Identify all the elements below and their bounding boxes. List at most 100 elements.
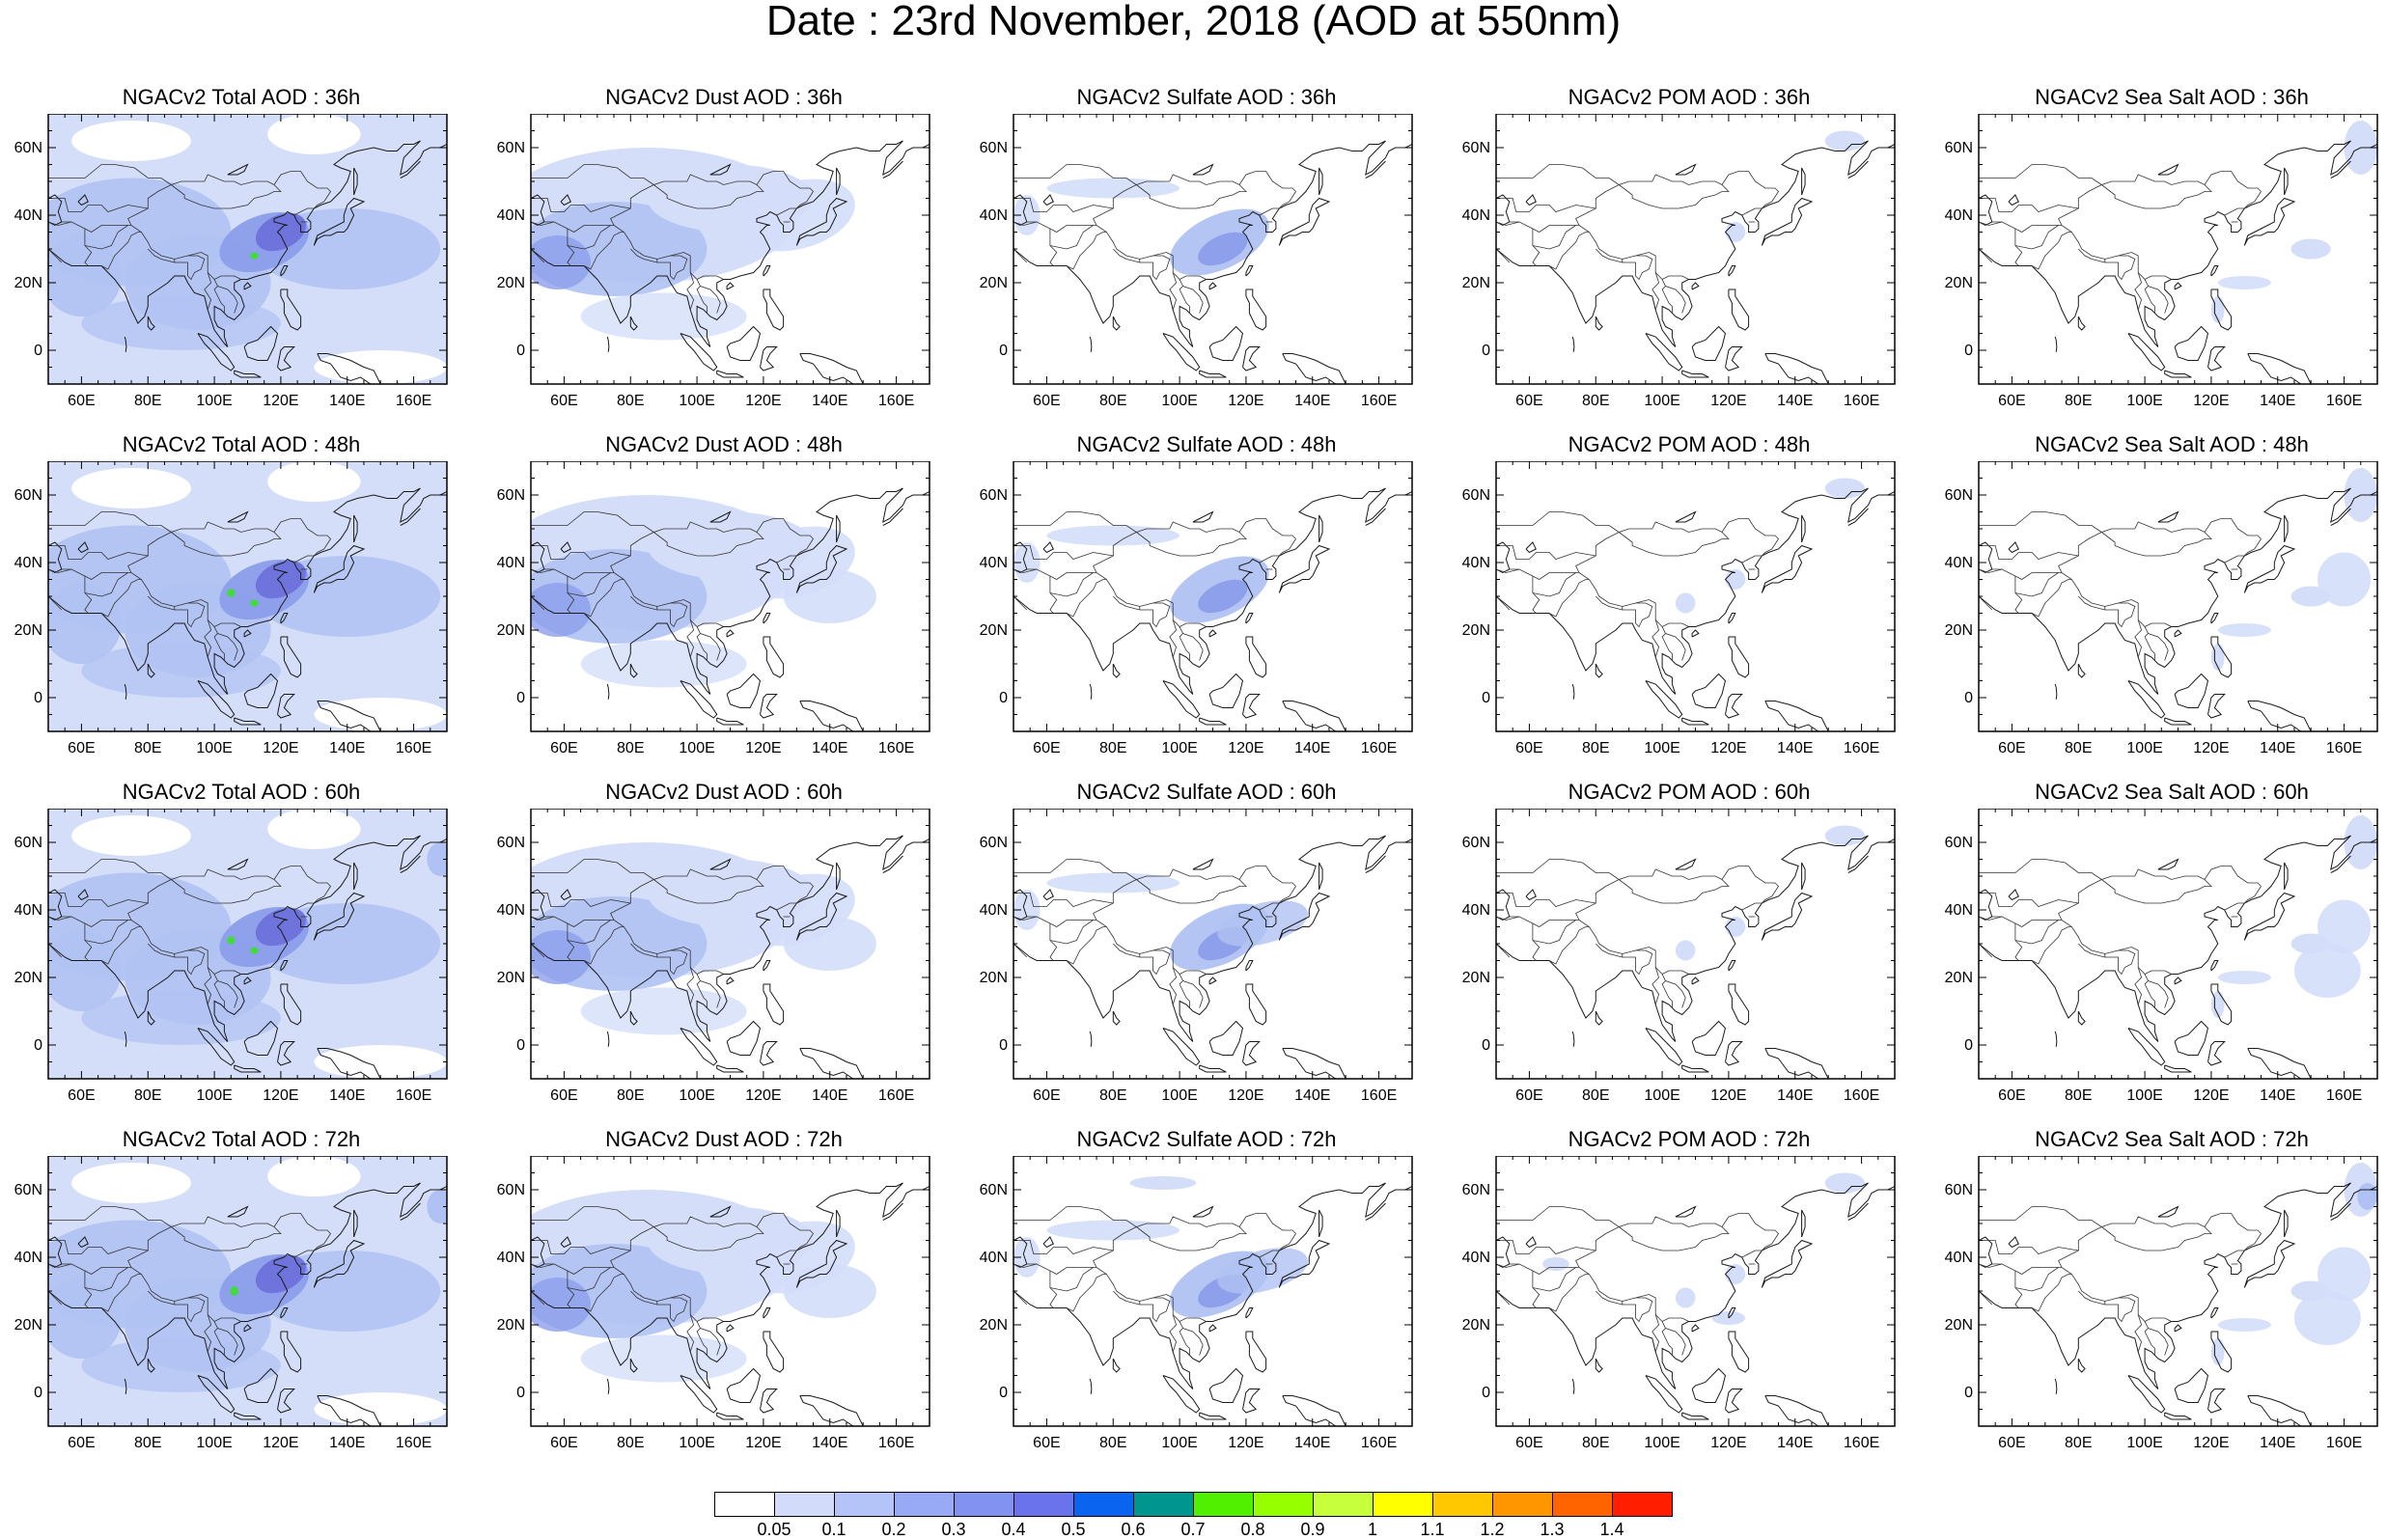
lon-label: 120E (745, 1435, 781, 1451)
country-border (61, 568, 131, 580)
country-border (2101, 184, 2212, 209)
country-border (696, 1328, 708, 1356)
lon-label: 80E (1582, 393, 1609, 409)
coastline (1728, 960, 1736, 972)
colorbar-label: 0.6 (1121, 1520, 1146, 1539)
aod-field (48, 930, 122, 1011)
map-panel: NGACv2 Dust AOD : 72h 60N 40N 20N 0 60E 80E 100… (483, 1129, 965, 1467)
coastline (2243, 197, 2296, 246)
coastline (2008, 541, 2019, 554)
coastline (726, 976, 735, 985)
coastline (2174, 629, 2182, 638)
lon-label: 160E (2326, 740, 2362, 756)
coastline (1199, 370, 1227, 378)
coastline (124, 1031, 127, 1047)
coastline (280, 265, 289, 277)
country-border (1979, 198, 2079, 212)
country-border (213, 633, 225, 661)
lon-label: 80E (1099, 393, 1126, 409)
lat-label: 60N (980, 835, 1008, 851)
lon-label: 80E (134, 1087, 161, 1104)
coastline (882, 855, 903, 873)
country-border (2014, 923, 2023, 961)
country-border (1979, 943, 1993, 958)
country-border (1013, 916, 1038, 921)
lat-label: 60N (1462, 140, 1490, 156)
aod-map: 60N 40N 20N 0 60E 80E 100E 120E 140E 160E (1462, 809, 1896, 1104)
coastline (2157, 510, 2179, 523)
lon-label: 140E (1777, 1435, 1813, 1451)
country-border (1113, 943, 1141, 958)
lat-label: 60N (497, 140, 525, 156)
coastline (243, 325, 279, 361)
lat-label: 60N (14, 835, 42, 851)
coastline (1278, 1239, 1331, 1288)
country-border (1013, 221, 1038, 226)
coastline (1013, 1182, 1412, 1389)
coastline (1208, 1367, 1244, 1403)
panel-title: NGACv2 POM AOD : 60h (1568, 780, 1811, 804)
coastline (560, 889, 571, 901)
lon-label: 160E (1844, 1435, 1879, 1451)
colorbar-label: 0.8 (1240, 1520, 1265, 1539)
coastline (1728, 1307, 1736, 1319)
country-border (583, 579, 625, 618)
coastline (763, 1331, 785, 1373)
coastline (1162, 680, 1201, 719)
country-border (1259, 555, 1280, 564)
lat-label: 20N (497, 970, 525, 986)
country-border (84, 1267, 128, 1292)
coastline (1595, 1358, 1603, 1373)
map-panel: NGACv2 Sea Salt AOD : 72h 60N 40N 20N 0 60E 80… (1930, 1129, 2387, 1467)
coastline (1691, 282, 1700, 290)
coastline (400, 1202, 421, 1221)
lat-label: 60N (497, 835, 525, 851)
coastline (124, 336, 127, 352)
coastline (795, 1239, 848, 1288)
country-border (127, 879, 241, 975)
aod-field (1824, 1172, 1866, 1194)
map-panel: NGACv2 Sulfate AOD : 60h 60N 40N 20N 0 60E 80E… (965, 782, 1448, 1119)
country-border (293, 207, 315, 216)
coastline (629, 1358, 638, 1373)
map-panel: NGACv2 Total AOD : 48h 60N 40N 20N 0 60E 80E 10… (0, 434, 483, 772)
coastline (1595, 1010, 1603, 1026)
coastline (2247, 353, 2312, 384)
colorbar-label: 0.5 (1061, 1520, 1086, 1539)
country-border (1179, 626, 1204, 661)
country-border (543, 221, 614, 233)
colorbar-swatch (1552, 1492, 1613, 1517)
aod-field (1675, 592, 1696, 614)
lat-label: 0 (1482, 343, 1490, 359)
coastline (1801, 514, 1806, 543)
lon-label: 120E (1710, 740, 1746, 756)
coastline (680, 680, 718, 719)
lon-label: 60E (68, 1435, 95, 1451)
map-panel: NGACv2 Sulfate AOD : 36h 60N 40N 20N 0 60E 80E… (965, 87, 1448, 425)
coastline (243, 1324, 252, 1333)
coastline (1691, 1367, 1727, 1403)
country-border (1496, 164, 1780, 209)
coastline (1847, 508, 1869, 526)
coastline (1042, 541, 1054, 554)
country-border (531, 1263, 555, 1268)
country-border (1651, 1314, 1660, 1353)
country-border (656, 1304, 671, 1318)
coastline (1042, 194, 1054, 206)
coastline (1979, 835, 2377, 1042)
coastline (1761, 1239, 1814, 1288)
coastline (2077, 1358, 2086, 1373)
coastline (1675, 510, 1697, 523)
lat-label: 40N (1945, 902, 1973, 919)
country-border (1496, 511, 1780, 557)
lat-label: 20N (497, 1317, 525, 1334)
country-border (1651, 967, 1660, 1005)
country-border (531, 221, 555, 226)
coastline (2207, 694, 2226, 719)
coastline (1595, 663, 1603, 678)
country-border (1496, 1290, 1511, 1306)
lon-label: 140E (1294, 393, 1330, 409)
country-border (2144, 1328, 2155, 1356)
lon-label: 100E (196, 740, 232, 756)
country-border (1179, 279, 1204, 314)
